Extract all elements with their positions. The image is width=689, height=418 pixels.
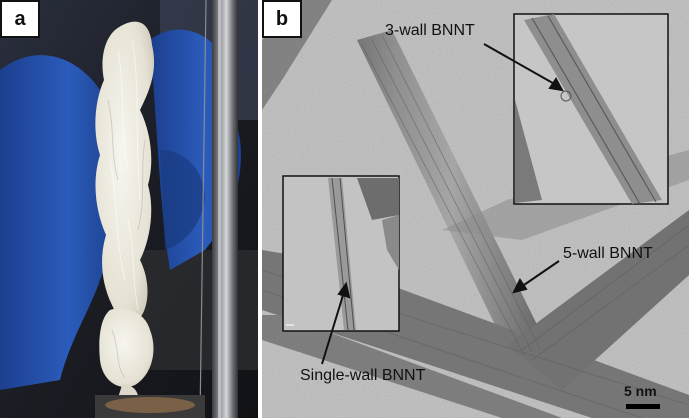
panel-b-label: b (262, 0, 302, 38)
scale-bar (626, 404, 660, 409)
photo-panel-a: a (0, 0, 258, 418)
inset-single-wall (282, 175, 400, 332)
annotation-arrows (321, 43, 564, 365)
scale-bar-label: 5 nm (624, 383, 657, 399)
label-3-wall-bnnt: 3-wall BNNT (385, 22, 475, 39)
tem-panel-b: b 3-wall BNNT 5-wall BNNT Single-wall BN… (262, 0, 689, 418)
label-5-wall-bnnt: 5-wall BNNT (563, 245, 653, 262)
bnnt-cotton-photo (0, 0, 258, 418)
label-single-wall-bnnt: Single-wall BNNT (300, 367, 426, 384)
panel-a-label: a (0, 0, 40, 38)
inset-3-wall (513, 13, 669, 205)
tem-micrograph (262, 0, 689, 418)
